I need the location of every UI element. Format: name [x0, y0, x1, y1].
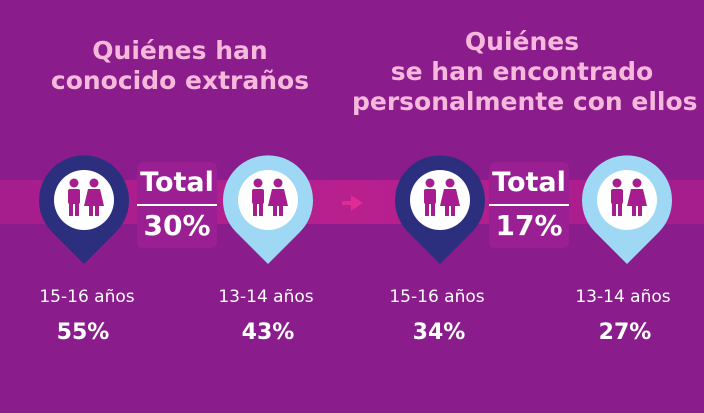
left-title: Quiénes han conocido extraños	[40, 36, 320, 96]
right-total-box: Total 17%	[489, 162, 569, 248]
left-older-percent: 55%	[56, 320, 110, 345]
left-title-line2: conocido extraños	[50, 66, 310, 95]
people-pin-icon-older-right	[390, 150, 490, 266]
left-older-age-label: 15-16 años	[39, 287, 135, 307]
right-younger-age-label: 13-14 años	[575, 287, 671, 307]
left-total-box: Total 30%	[137, 162, 217, 248]
right-total-label: Total	[492, 167, 566, 198]
people-pin-icon-younger-left	[218, 150, 318, 266]
people-pin-icon-younger-right	[577, 150, 677, 266]
left-total-label: Total	[140, 167, 214, 198]
left-total-value: 30%	[143, 209, 211, 242]
right-younger-percent: 27%	[598, 320, 652, 345]
people-pin-icon-older-left	[34, 150, 134, 266]
left-younger-percent: 43%	[241, 320, 295, 345]
right-total-divider	[489, 204, 569, 206]
right-title: Quiénes se han encontrado personalmente …	[352, 27, 698, 117]
right-older-age-label: 15-16 años	[389, 287, 485, 307]
left-total-divider	[137, 204, 217, 206]
left-younger-age-label: 13-14 años	[218, 287, 314, 307]
right-title-line1: Quiénes	[464, 27, 580, 56]
right-title-line3: personalmente con ellos	[352, 87, 698, 116]
arrow-right-icon	[342, 193, 364, 217]
left-title-line1: Quiénes han	[92, 36, 268, 65]
right-total-value: 17%	[495, 209, 563, 242]
right-older-percent: 34%	[412, 320, 466, 345]
right-title-line2: se han encontrado	[390, 57, 654, 86]
